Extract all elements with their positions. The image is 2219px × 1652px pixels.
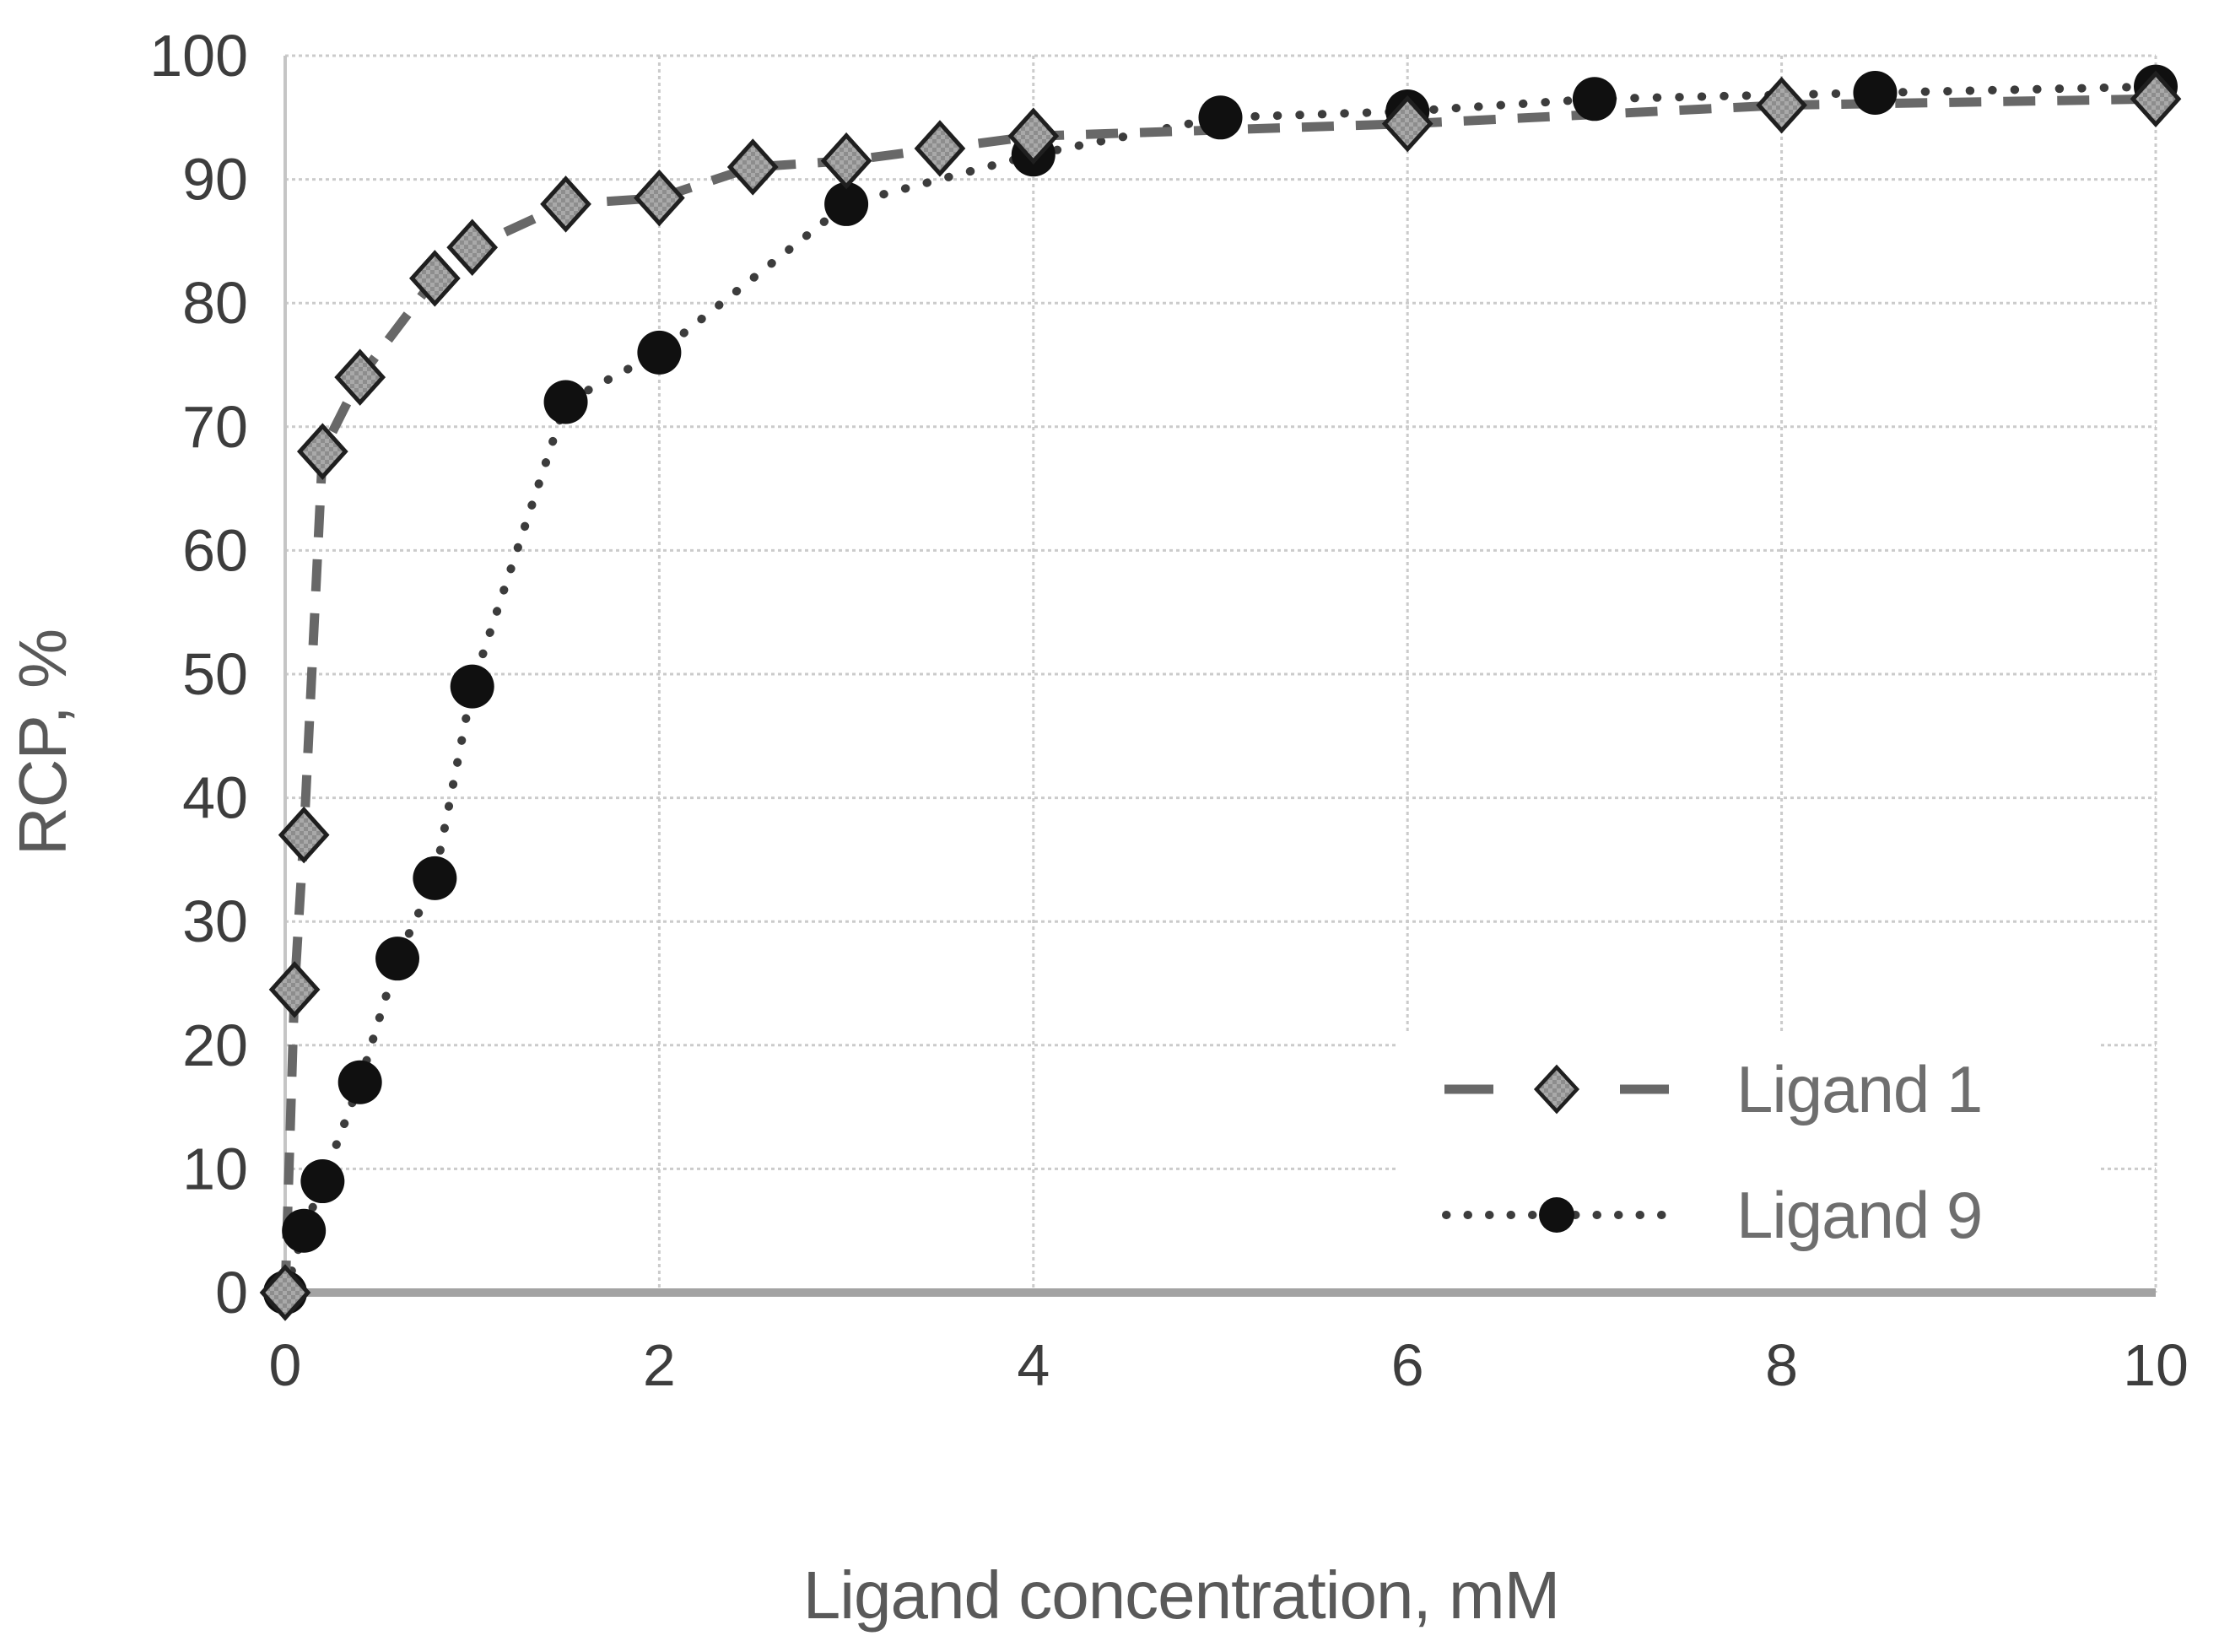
data-point-ligand-1-8 bbox=[634, 169, 685, 227]
y-tick-label-50: 50 bbox=[182, 641, 248, 707]
data-point-ligand-1-6 bbox=[446, 219, 499, 276]
y-tick-label-20: 20 bbox=[182, 1012, 248, 1078]
tick-labels-group: 0 10 20 30 40 50 60 70 80 90 100 0 2 4 6 8 10 bbox=[149, 23, 2189, 1398]
data-point-ligand-9-6 bbox=[450, 664, 494, 709]
data-point-ligand-1-15 bbox=[2130, 70, 2182, 128]
x-tick-label-0: 0 bbox=[269, 1332, 302, 1398]
data-point-ligand-1-7 bbox=[540, 175, 591, 233]
data-point-ligand-1-2 bbox=[278, 806, 330, 864]
data-point-ligand-1-3 bbox=[296, 423, 348, 480]
y-tick-label-0: 0 bbox=[215, 1260, 248, 1325]
x-tick-label-8: 8 bbox=[1765, 1332, 1798, 1398]
data-point-ligand-1-1 bbox=[268, 961, 321, 1018]
y-tick-label-60: 60 bbox=[182, 517, 248, 583]
legend-circle-icon bbox=[1539, 1197, 1574, 1233]
data-point-ligand-9-11 bbox=[1198, 95, 1243, 140]
legend-item-ligand-9: Ligand 9 bbox=[1442, 1178, 1983, 1252]
data-point-ligand-9-3 bbox=[337, 1060, 382, 1104]
legend-item-ligand-1: Ligand 1 bbox=[1444, 1052, 1983, 1126]
data-point-ligand-1-5 bbox=[408, 250, 461, 307]
x-tick-label-4: 4 bbox=[1017, 1332, 1050, 1398]
y-tick-label-10: 10 bbox=[182, 1136, 248, 1201]
y-tick-label-40: 40 bbox=[182, 765, 248, 831]
data-point-ligand-1-13 bbox=[1381, 94, 1433, 153]
x-axis-title: Ligand concentration, mM bbox=[803, 1558, 1560, 1633]
data-point-ligand-9-4 bbox=[375, 937, 420, 981]
legend-label-ligand-1: Ligand 1 bbox=[1736, 1052, 1982, 1126]
legend-background bbox=[1399, 1031, 2098, 1288]
data-point-ligand-1-4 bbox=[334, 348, 386, 406]
data-point-ligand-1-11 bbox=[914, 120, 966, 177]
series-line-ligand-9 bbox=[281, 82, 2160, 1297]
data-point-ligand-9-9 bbox=[824, 181, 869, 226]
data-point-ligand-9-14 bbox=[1853, 70, 1898, 115]
y-tick-label-80: 80 bbox=[182, 270, 248, 336]
gridlines-group bbox=[285, 54, 2157, 1293]
y-tick-label-90: 90 bbox=[182, 147, 248, 213]
legend-label-ligand-9: Ligand 9 bbox=[1736, 1178, 1982, 1252]
data-point-ligand-9-7 bbox=[543, 380, 588, 424]
y-tick-label-100: 100 bbox=[149, 23, 248, 89]
y-tick-label-30: 30 bbox=[182, 888, 248, 954]
data-point-ligand-1-10 bbox=[820, 132, 872, 190]
legend-diamond-icon bbox=[1533, 1064, 1580, 1115]
data-point-ligand-9-5 bbox=[413, 856, 457, 900]
data-point-ligand-1-12 bbox=[1007, 107, 1060, 165]
y-tick-label-70: 70 bbox=[182, 394, 248, 460]
x-tick-label-10: 10 bbox=[2123, 1332, 2189, 1398]
series-markers-group bbox=[259, 64, 2182, 1321]
data-point-ligand-9-8 bbox=[637, 330, 682, 375]
data-point-ligand-9-1 bbox=[282, 1208, 327, 1253]
legend: Ligand 1 Ligand 9 bbox=[1399, 1031, 2098, 1288]
data-point-ligand-9-13 bbox=[1572, 77, 1617, 121]
data-point-ligand-1-0 bbox=[259, 1264, 311, 1321]
y-axis-title: RCP, % bbox=[5, 629, 80, 856]
axes-group bbox=[281, 56, 2156, 1297]
x-tick-label-6: 6 bbox=[1391, 1332, 1424, 1398]
data-point-ligand-1-9 bbox=[726, 138, 779, 196]
x-tick-label-2: 2 bbox=[643, 1332, 676, 1398]
data-point-ligand-1-14 bbox=[1756, 76, 1807, 134]
data-point-ligand-9-2 bbox=[300, 1159, 345, 1204]
